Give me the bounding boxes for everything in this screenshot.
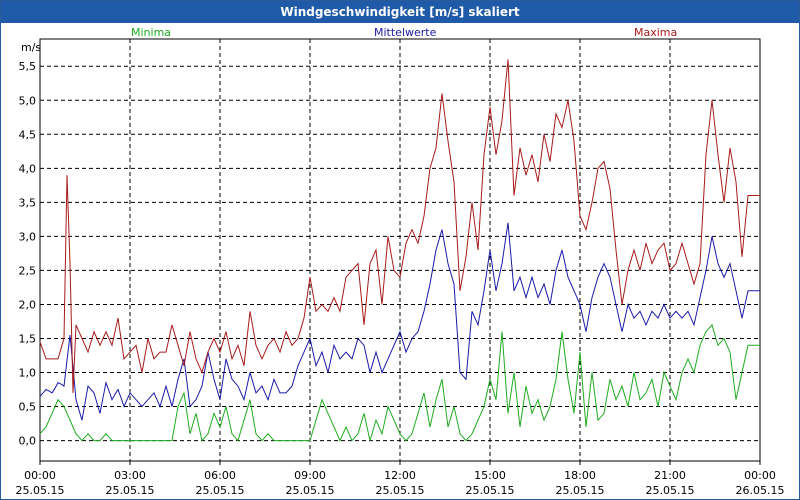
y-tick-label: 2,5 <box>19 264 37 277</box>
y-axis-label: m/s <box>21 41 42 54</box>
x-tick-time: 15:00 <box>474 469 506 482</box>
y-tick-label: 3,0 <box>19 230 37 243</box>
x-ticks: 00:00 25.05.15 03:00 25.05.15 06:00 25.05.15 0… <box>16 461 785 497</box>
legend-maxima: Maxima <box>634 26 678 39</box>
y-tick-label: 1,0 <box>19 367 37 380</box>
y-tick-label: 4,5 <box>19 128 37 141</box>
legend-minima: Minima <box>131 26 172 39</box>
y-tick-label: 5,5 <box>19 60 37 73</box>
series-lines <box>39 59 760 442</box>
y-ticks: 0,0 0,5 1,0 1,5 2,0 2,5 3,0 3,5 4,0 4,5 5,0 5,5 <box>19 60 37 447</box>
y-tick-label: 0,0 <box>19 435 37 448</box>
x-tick-time: 21:00 <box>654 469 686 482</box>
x-tick-date: 25.05.15 <box>466 484 515 497</box>
y-tick-label: 2,0 <box>19 298 37 311</box>
y-tick-label: 0,5 <box>19 401 37 414</box>
x-tick-date: 26.05.15 <box>736 484 785 497</box>
x-tick-date: 25.05.15 <box>106 484 155 497</box>
series-line-minima <box>39 323 760 442</box>
x-tick-time: 18:00 <box>564 469 596 482</box>
y-tick-label: 5,0 <box>19 94 37 107</box>
x-tick-time: 12:00 <box>384 469 416 482</box>
y-tick-label: 1,5 <box>19 332 37 345</box>
x-tick-date: 25.05.15 <box>646 484 695 497</box>
y-tick-label: 3,5 <box>19 196 37 209</box>
series-line-maxima <box>39 59 760 393</box>
x-tick-date: 25.05.15 <box>196 484 245 497</box>
x-tick-date: 25.05.15 <box>286 484 335 497</box>
legend: Minima Mittelwerte Maxima <box>1 23 799 41</box>
legend-mittelwerte: Mittelwerte <box>374 26 437 39</box>
y-tick-label: 4,0 <box>19 162 37 175</box>
x-tick-time: 00:00 <box>744 469 776 482</box>
series-line-mittelwerte <box>39 222 760 421</box>
x-tick-date: 25.05.15 <box>376 484 425 497</box>
x-tick-date: 25.05.15 <box>556 484 605 497</box>
grid <box>40 39 760 461</box>
window-title: Windgeschwindigkeit [m/s] skaliert <box>1 1 799 23</box>
x-tick-time: 06:00 <box>204 469 236 482</box>
x-tick-time: 09:00 <box>294 469 326 482</box>
x-tick-time: 03:00 <box>114 469 146 482</box>
x-tick-time: 00:00 <box>24 469 56 482</box>
x-tick-date: 25.05.15 <box>16 484 65 497</box>
